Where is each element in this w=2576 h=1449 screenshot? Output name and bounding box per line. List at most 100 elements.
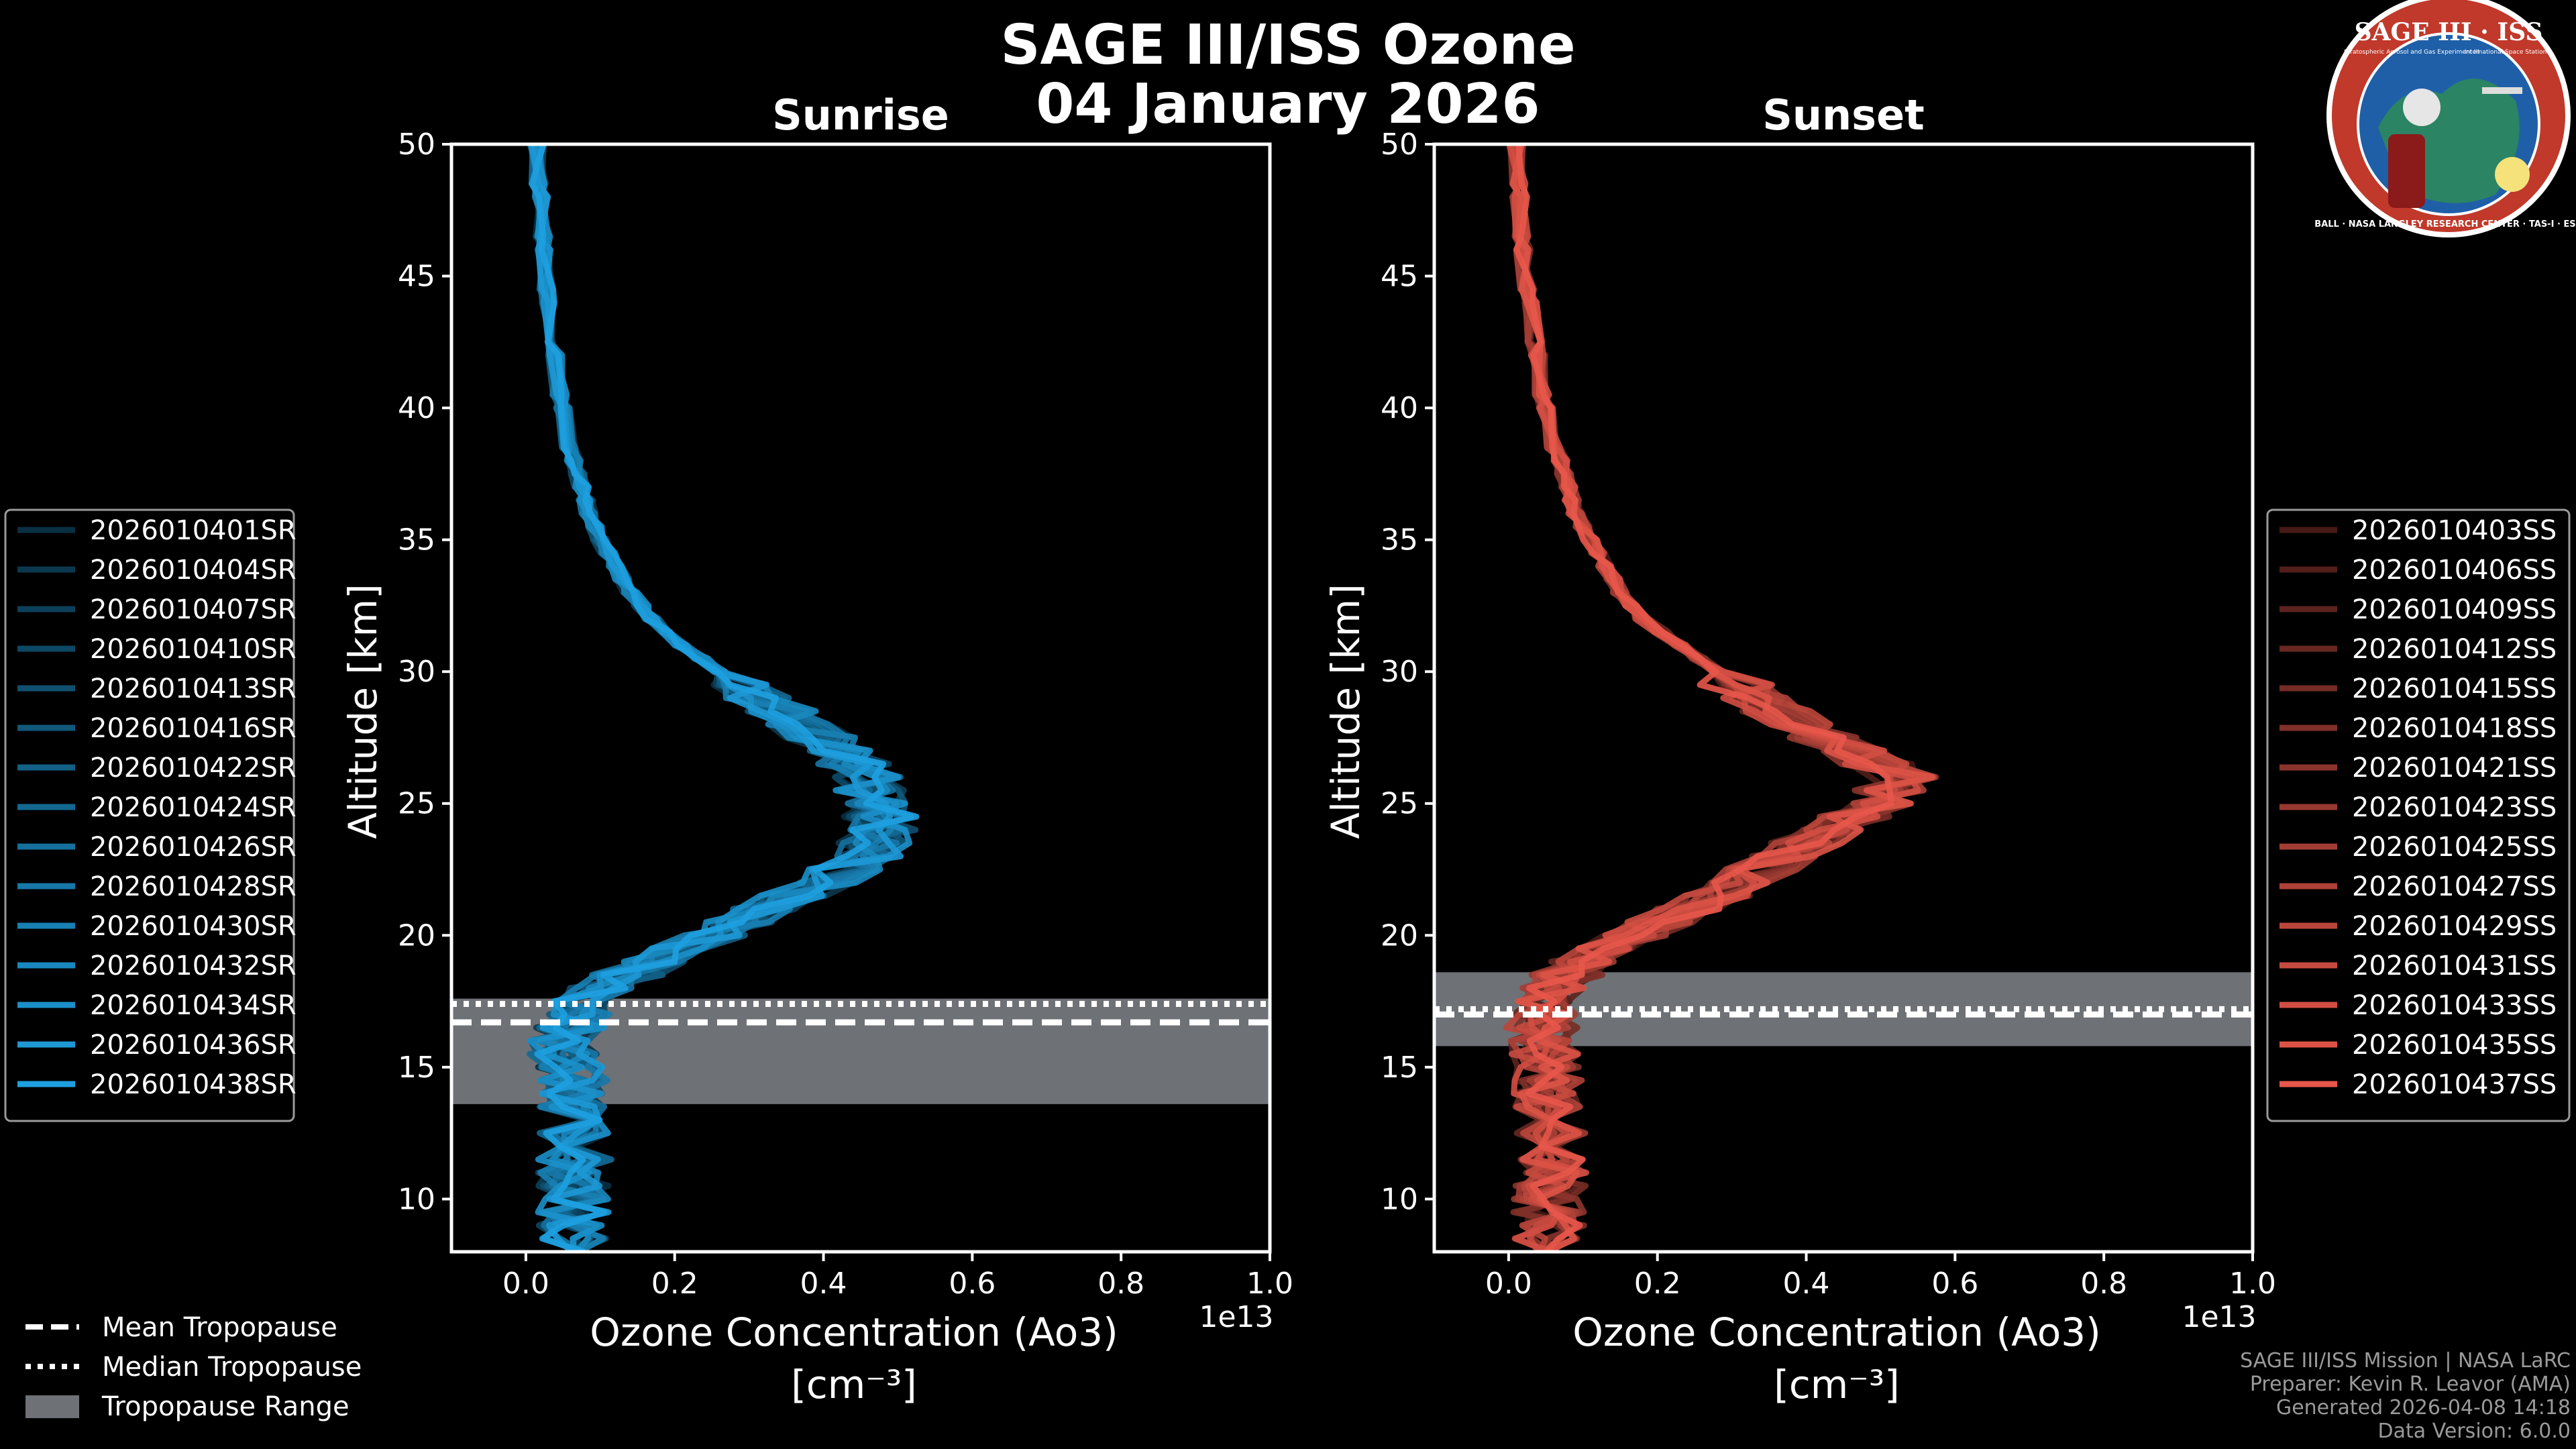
logo-small-right: International Space Station: [2465, 49, 2547, 56]
x-tick-label: 0.4: [1783, 1267, 1830, 1301]
plot-frame: [449, 142, 1272, 1254]
legend-entry: 2026010427SS: [2352, 871, 2557, 902]
legend-entry: 2026010432SR: [90, 951, 297, 981]
y-tick-label: 25: [398, 787, 435, 821]
x-tick-label: 1.0: [2229, 1267, 2276, 1301]
footer-line-1: SAGE III/ISS Mission | NASA LaRC: [2240, 1349, 2571, 1373]
footer-line-4: Data Version: 6.0.0: [2378, 1419, 2571, 1443]
tropopause-range-label: Tropopause Range: [101, 1391, 350, 1422]
astronomer-figure-icon: [2388, 134, 2425, 208]
legend-entry: 2026010422SR: [90, 753, 297, 784]
profile-line-2026010433SS: [1506, 144, 1921, 1252]
x-tick-label: 0.2: [1634, 1267, 1681, 1301]
logo-ring-text: BALL · NASA LANGLEY RESEARCH CENTER · TA…: [2314, 219, 2576, 229]
sun-icon: [2495, 157, 2530, 192]
tropopause-range-swatch: [25, 1395, 79, 1418]
legend-entry: 2026010436SR: [90, 1030, 297, 1061]
x-tick-label: 0.2: [651, 1267, 698, 1301]
y-tick-label: 40: [398, 391, 435, 425]
legend-entry: 2026010404SR: [90, 555, 297, 586]
x-axis-label: Ozone Concentration (Ao3): [1572, 1309, 2101, 1355]
moon-icon: [2403, 89, 2440, 126]
legend-entry: 2026010430SR: [90, 911, 297, 942]
y-tick-label: 35: [1381, 523, 1418, 557]
y-axis-label: Altitude [km]: [340, 584, 386, 839]
x-tick-label: 0.8: [1097, 1267, 1144, 1301]
x-offset-label: 1e13: [2182, 1300, 2256, 1334]
x-axis-unit: [cm⁻³]: [791, 1362, 917, 1407]
plot-area: [451, 144, 1270, 1252]
profile-line-2026010438SR: [529, 144, 920, 1252]
y-tick-label: 20: [398, 918, 435, 953]
y-tick-label: 45: [1381, 260, 1418, 294]
y-tick-label: 50: [398, 127, 435, 162]
x-tick-label: 0.0: [502, 1267, 549, 1301]
footer-credits: SAGE III/ISS Mission | NASA LaRC Prepare…: [2240, 1349, 2571, 1443]
legend-entry: 2026010403SS: [2352, 515, 2557, 546]
plot-area: [1434, 144, 2253, 1252]
legend-entry: 2026010429SS: [2352, 911, 2557, 942]
legend-entry: 2026010431SS: [2352, 951, 2557, 981]
y-tick-label: 15: [398, 1051, 435, 1085]
x-axis-unit: [cm⁻³]: [1774, 1362, 1900, 1407]
y-tick-label: 45: [398, 260, 435, 294]
y-tick-label: 30: [398, 655, 435, 689]
y-tick-label: 25: [1381, 787, 1418, 821]
legend-entry: 2026010438SR: [90, 1069, 297, 1100]
y-tick-label: 10: [1381, 1182, 1418, 1216]
legend-entry: 2026010401SR: [90, 515, 297, 546]
y-tick-label: 10: [398, 1182, 435, 1216]
legend-entry: 2026010424SR: [90, 792, 297, 823]
legend-entry: 2026010421SS: [2352, 753, 2557, 784]
median-tropopause-label: Median Tropopause: [102, 1352, 362, 1383]
legend-entry: 2026010415SS: [2352, 674, 2557, 704]
profile-line-2026010437SS: [1513, 144, 1894, 1252]
x-tick-label: 0.6: [1931, 1267, 1978, 1301]
sunset-legend: 2026010403SS 2026010406SS 2026010409SS 2026…: [2266, 508, 2571, 1122]
y-tick-label: 40: [1381, 391, 1418, 425]
legend-entry: 2026010413SR: [90, 674, 297, 704]
plot-frame: [1432, 142, 2255, 1254]
legend-entry: 2026010425SS: [2352, 832, 2557, 863]
legend-entry: 2026010437SS: [2352, 1069, 2557, 1100]
sunset-plot: 10 15 20 25 30 35 40 45 50 0.0 0.2 0.4 0.6 0.8 1.01e13…: [1323, 91, 2276, 1407]
x-tick-label: 0.6: [949, 1267, 996, 1301]
legend-entry: 2026010416SR: [90, 713, 297, 744]
legend-entry: 2026010412SS: [2352, 634, 2557, 665]
figure-title-line1: SAGE III/ISS Ozone: [1000, 13, 1575, 77]
legend-entry: 2026010407SR: [90, 594, 297, 625]
x-tick-label: 0.4: [800, 1267, 847, 1301]
x-tick-label: 1.0: [1246, 1267, 1293, 1301]
x-tick-label: 0.8: [2080, 1267, 2127, 1301]
y-tick-label: 35: [398, 523, 435, 557]
x-axis-label: Ozone Concentration (Ao3): [590, 1309, 1118, 1355]
plot-title: Sunset: [1762, 91, 1925, 140]
legend-entry: 2026010418SS: [2352, 713, 2557, 744]
y-tick-label: 30: [1381, 655, 1418, 689]
legend-entry: 2026010406SS: [2352, 555, 2557, 586]
y-tick-label: 50: [1381, 127, 1418, 162]
legend-entry: 2026010435SS: [2352, 1030, 2557, 1061]
legend-entry: 2026010433SS: [2352, 990, 2557, 1021]
x-offset-label: 1e13: [1199, 1300, 1273, 1334]
legend-entry: 2026010409SS: [2352, 594, 2557, 625]
iss-icon: [2482, 87, 2522, 94]
y-tick-label: 15: [1381, 1051, 1418, 1085]
legend-entry: 2026010423SS: [2352, 792, 2557, 823]
plot-title: Sunrise: [772, 91, 949, 140]
series-legend-frame: [2266, 508, 2571, 1122]
legend-entry: 2026010410SR: [90, 634, 297, 665]
sage-logo: SAGE III · ISS Stratospheric Aerosol and…: [2314, 0, 2576, 237]
x-tick-label: 0.0: [1485, 1267, 1532, 1301]
sunrise-plot: 10 15 20 25 30 35 40 45 50 0.0 0.2 0.4 0.6 0.8 1.01e13…: [340, 91, 1293, 1407]
y-axis-label: Altitude [km]: [1323, 584, 1368, 839]
y-tick-label: 20: [1381, 918, 1418, 953]
series-legend-frame: [4, 508, 295, 1122]
legend-entry: 2026010426SR: [90, 832, 297, 863]
sunrise-legend: 2026010401SR 2026010404SR 2026010407SR 2026…: [4, 508, 297, 1122]
logo-small-left: Stratospheric Aerosol and Gas Experiment…: [2344, 49, 2479, 56]
tropopause-legend: Mean Tropopause Median Tropopause Tropop…: [25, 1312, 362, 1422]
legend-entry: 2026010428SR: [90, 871, 297, 902]
logo-top-text: SAGE III · ISS: [2355, 18, 2543, 46]
figure-title-line2: 04 January 2026: [1036, 72, 1540, 136]
